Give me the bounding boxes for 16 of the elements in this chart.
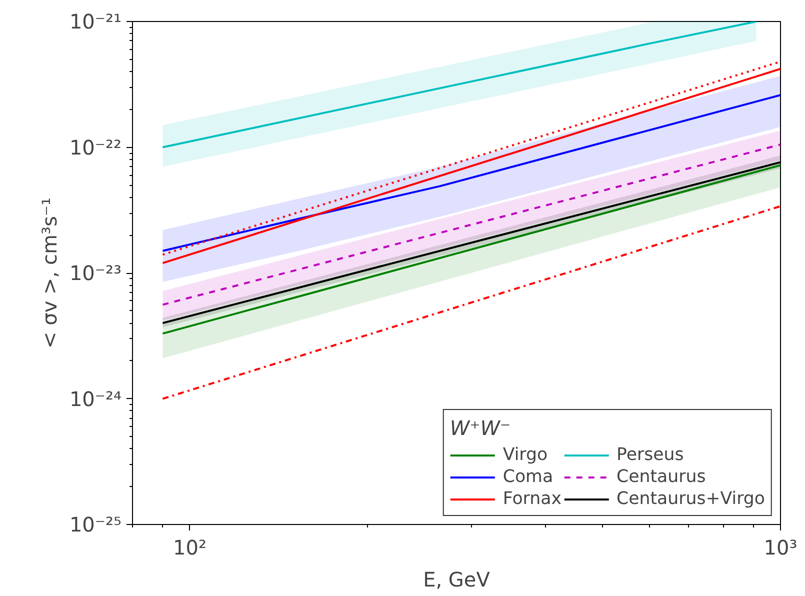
x-tick-label: 10² bbox=[173, 536, 206, 560]
legend-label: Fornax bbox=[502, 489, 562, 509]
legend-label: Virgo bbox=[502, 445, 548, 465]
legend-label: Perseus bbox=[616, 445, 684, 465]
y-tick-label: 10⁻²¹ bbox=[69, 10, 122, 34]
y-tick-label: 10⁻²⁴ bbox=[69, 386, 122, 411]
legend-label: Centaurus+Virgo bbox=[616, 489, 765, 509]
x-tick-label: 10³ bbox=[764, 536, 798, 560]
legend-title: W⁺W⁻ bbox=[450, 416, 512, 440]
legend-label: Centaurus bbox=[616, 467, 706, 487]
x-axis-title: E, GeV bbox=[423, 568, 490, 592]
y-tick-label: 10⁻²⁵ bbox=[69, 512, 122, 536]
legend-label: Coma bbox=[502, 467, 554, 487]
y-tick-label: 10⁻²³ bbox=[69, 261, 122, 285]
y-tick-label: 10⁻²² bbox=[69, 135, 122, 160]
y-axis-title: < σv >, cm³s⁻¹ bbox=[37, 198, 62, 348]
